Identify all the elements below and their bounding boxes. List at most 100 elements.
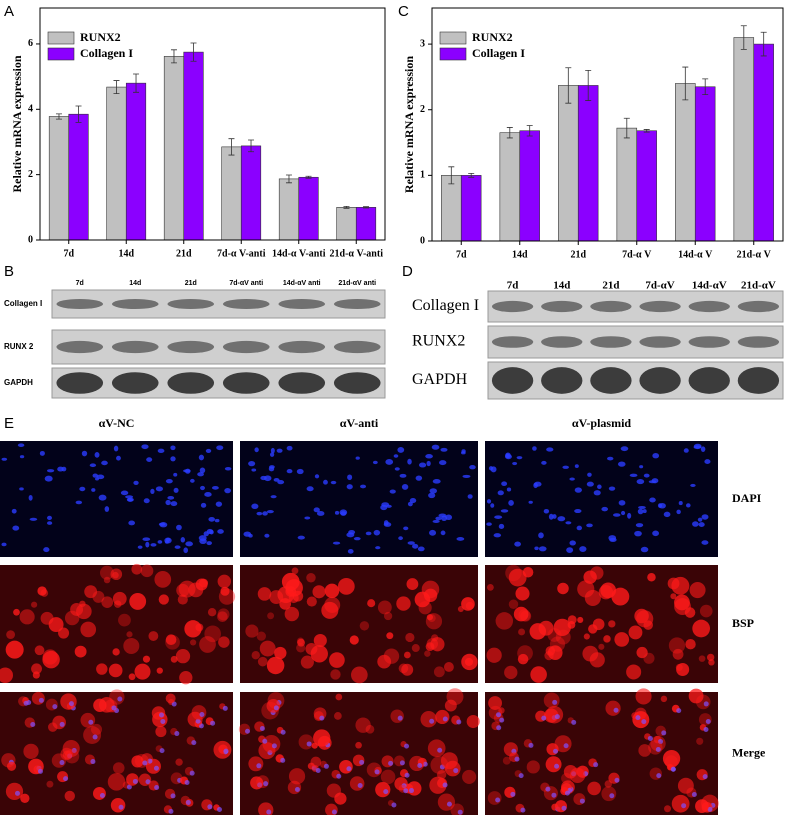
nucleus [404,772,410,778]
error-bar [643,129,650,133]
cell [31,601,38,608]
lane-label: 21d [602,280,619,292]
nucleus [545,786,551,792]
column-label: αV-plasmid [572,416,631,430]
nucleus [216,445,224,451]
cell [324,583,340,599]
cell [6,761,17,771]
nucleus [574,487,582,493]
cell [20,793,30,803]
nucleus [442,782,448,788]
nucleus [642,509,647,514]
bar [336,207,357,241]
cell [396,596,411,611]
cell [601,786,617,802]
nucleus [92,473,98,478]
blot-strip [487,361,784,400]
row-label: Merge [732,745,766,759]
nucleus [52,704,58,710]
nucleus [446,801,452,807]
error-bar [506,127,513,139]
nucleus [528,500,533,504]
cell [466,714,480,729]
nucleus [147,758,153,764]
cell [461,597,475,611]
cell [103,576,111,584]
nucleus [543,508,550,514]
nucleus [126,497,134,502]
nucleus [198,454,205,461]
cell [40,611,54,625]
nucleus [1,542,7,547]
nucleus [12,525,20,531]
cell [608,620,616,628]
nucleus [425,454,433,459]
nucleus [304,516,311,520]
nucleus [197,472,204,477]
cell [306,573,316,583]
nucleus [685,503,691,508]
nucleus [200,502,207,508]
nucleus [701,514,709,520]
cell [32,671,40,679]
nucleus [306,741,312,747]
nucleus [647,735,653,741]
bar [636,130,657,242]
bar [577,85,599,242]
nucleus [79,486,86,492]
cell [696,737,704,745]
nucleus [636,478,645,485]
cell [390,709,404,723]
blot-band [590,300,632,313]
nucleus [569,477,575,481]
nucleus [398,536,403,541]
nucleus [63,776,69,782]
nucleus [57,466,64,472]
y-tick-label: 4 [28,104,33,115]
nucleus [319,715,325,721]
nucleus [150,488,155,495]
nucleus [346,532,355,538]
cell [457,606,464,613]
cell [310,756,322,768]
bar [499,132,521,242]
cell [134,663,151,680]
nucleus [116,455,121,461]
nucleus [579,546,587,552]
error-bar [133,73,140,93]
cell [486,583,494,591]
cell [375,781,391,798]
blot-band [222,298,270,310]
cell [513,606,529,622]
nucleus [656,773,662,779]
nucleus [512,461,518,466]
blot-band [737,300,780,313]
nucleus [658,502,666,509]
nucleus [601,506,608,512]
cell [154,571,172,588]
lane-label: 21d-αV [741,280,776,292]
cell [508,568,527,587]
nucleus [397,446,405,453]
nucleus [128,520,136,526]
nucleus [270,495,277,499]
blot-strip [51,367,386,399]
blot-band [737,367,780,394]
nucleus [224,467,232,471]
cell [142,655,151,663]
cell [256,775,270,789]
nucleus [266,509,274,514]
cell [426,638,439,650]
nucleus [277,480,285,485]
nucleus [154,785,160,791]
blot-band [639,336,681,348]
cell [553,618,571,636]
nucleus [702,774,708,780]
nucleus [207,804,213,810]
nucleus [355,456,360,460]
cell [590,566,604,580]
cell [440,752,458,770]
cell [19,609,35,625]
cell [0,667,13,684]
nucleus [417,546,425,552]
